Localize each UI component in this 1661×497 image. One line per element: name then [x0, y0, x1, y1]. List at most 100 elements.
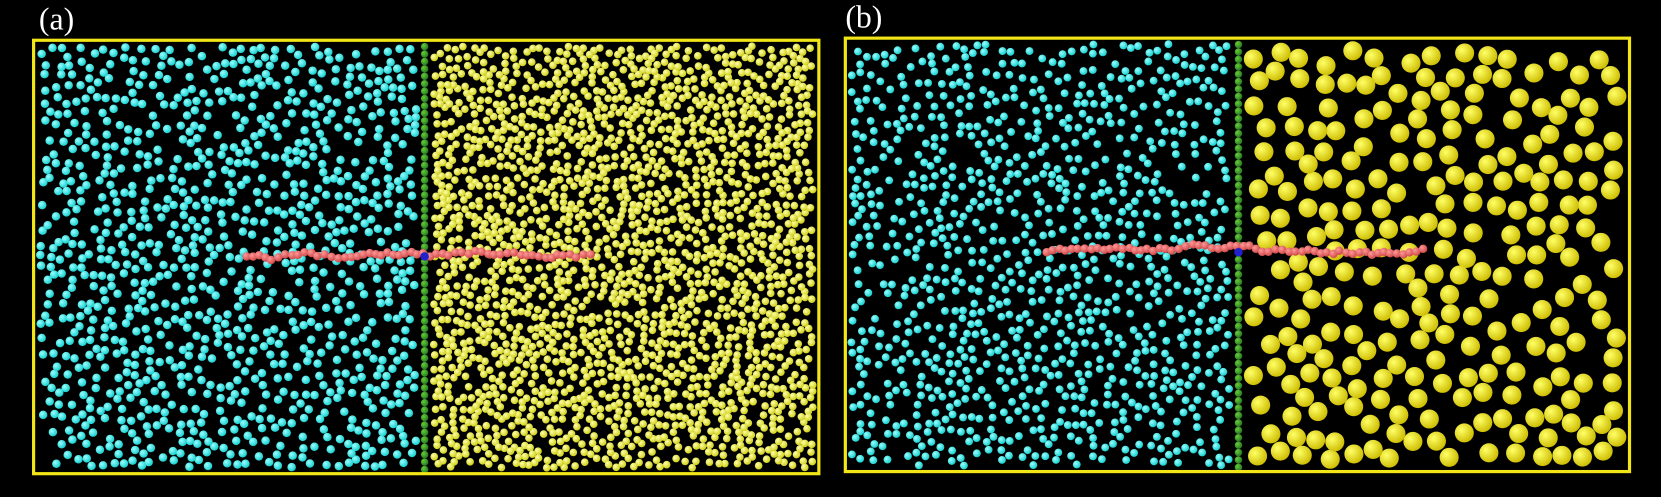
particle	[120, 188, 129, 197]
particle	[635, 54, 644, 63]
particle	[616, 217, 624, 226]
particle	[1527, 245, 1547, 265]
particle	[506, 323, 514, 332]
particle	[1509, 88, 1529, 108]
particle	[573, 164, 582, 173]
particle	[769, 414, 778, 422]
particle	[559, 215, 568, 224]
particle	[791, 370, 799, 379]
particle	[455, 98, 463, 107]
particle	[439, 403, 447, 411]
wall-bead	[1234, 159, 1243, 167]
wall-bead	[1234, 322, 1243, 331]
simulation-box	[843, 36, 1632, 474]
particle	[703, 273, 712, 281]
particle	[1054, 448, 1063, 457]
particle	[70, 328, 79, 337]
particle	[281, 258, 290, 268]
particle	[1115, 279, 1124, 288]
particle	[556, 166, 565, 175]
particle	[701, 207, 710, 216]
particle	[1211, 389, 1220, 398]
particle	[713, 249, 721, 257]
particle	[872, 395, 880, 404]
particle	[612, 383, 621, 392]
wall-bead	[420, 220, 429, 229]
particle	[941, 415, 950, 424]
particle	[1119, 41, 1128, 50]
particle	[1193, 366, 1202, 374]
particle	[1089, 441, 1098, 450]
particle	[776, 425, 785, 433]
wall-bead	[420, 94, 429, 103]
particle	[1197, 64, 1206, 73]
wall-bead	[1234, 330, 1243, 338]
particle	[123, 125, 133, 134]
particle	[1472, 64, 1493, 84]
particle	[453, 368, 462, 377]
particle	[905, 431, 914, 440]
particle	[347, 388, 357, 398]
wall-bead	[420, 102, 429, 110]
particle	[731, 190, 740, 199]
particle	[639, 337, 648, 345]
particle	[1607, 86, 1627, 106]
particle	[683, 364, 692, 372]
particle	[774, 134, 782, 143]
particle	[553, 293, 561, 302]
particle	[804, 413, 813, 422]
particle	[752, 176, 761, 184]
particle	[237, 280, 246, 289]
particle	[793, 85, 802, 94]
particle	[452, 64, 461, 72]
particle	[1442, 120, 1462, 140]
particle	[693, 382, 701, 391]
particle	[1337, 73, 1357, 93]
particle	[465, 273, 473, 282]
particle	[352, 212, 362, 221]
particle	[719, 451, 728, 459]
particle	[180, 88, 189, 97]
particle	[754, 161, 763, 170]
particle	[1033, 330, 1042, 339]
particle	[1224, 330, 1232, 339]
particle	[338, 289, 347, 298]
particle	[1192, 412, 1201, 421]
particle	[774, 456, 783, 465]
particle	[653, 60, 661, 69]
particle	[1144, 57, 1153, 66]
particle	[295, 277, 304, 287]
particle	[888, 280, 896, 289]
particle	[875, 186, 884, 195]
particle	[481, 320, 489, 328]
particle	[527, 230, 536, 238]
particle	[759, 411, 768, 419]
wall-bead	[1234, 152, 1243, 160]
particle	[344, 439, 353, 449]
particle	[509, 350, 518, 358]
particle	[1111, 418, 1119, 427]
particle	[76, 80, 85, 90]
particle	[606, 448, 615, 457]
particle	[475, 181, 484, 190]
particle	[304, 405, 314, 414]
particle	[653, 109, 662, 117]
particle	[1432, 373, 1453, 393]
particle	[848, 387, 857, 396]
particle	[851, 433, 860, 442]
particle	[980, 327, 989, 336]
particle	[618, 460, 627, 468]
wall-bead	[420, 272, 429, 281]
particle	[1025, 221, 1033, 230]
particle	[950, 194, 959, 203]
particle	[476, 104, 484, 113]
particle	[393, 177, 403, 186]
particle	[1321, 287, 1341, 307]
particle	[325, 55, 334, 64]
particle	[741, 53, 750, 62]
particle	[82, 180, 91, 190]
particle	[70, 354, 79, 363]
particle	[1222, 174, 1231, 183]
particle	[871, 314, 879, 323]
particle	[954, 359, 963, 368]
